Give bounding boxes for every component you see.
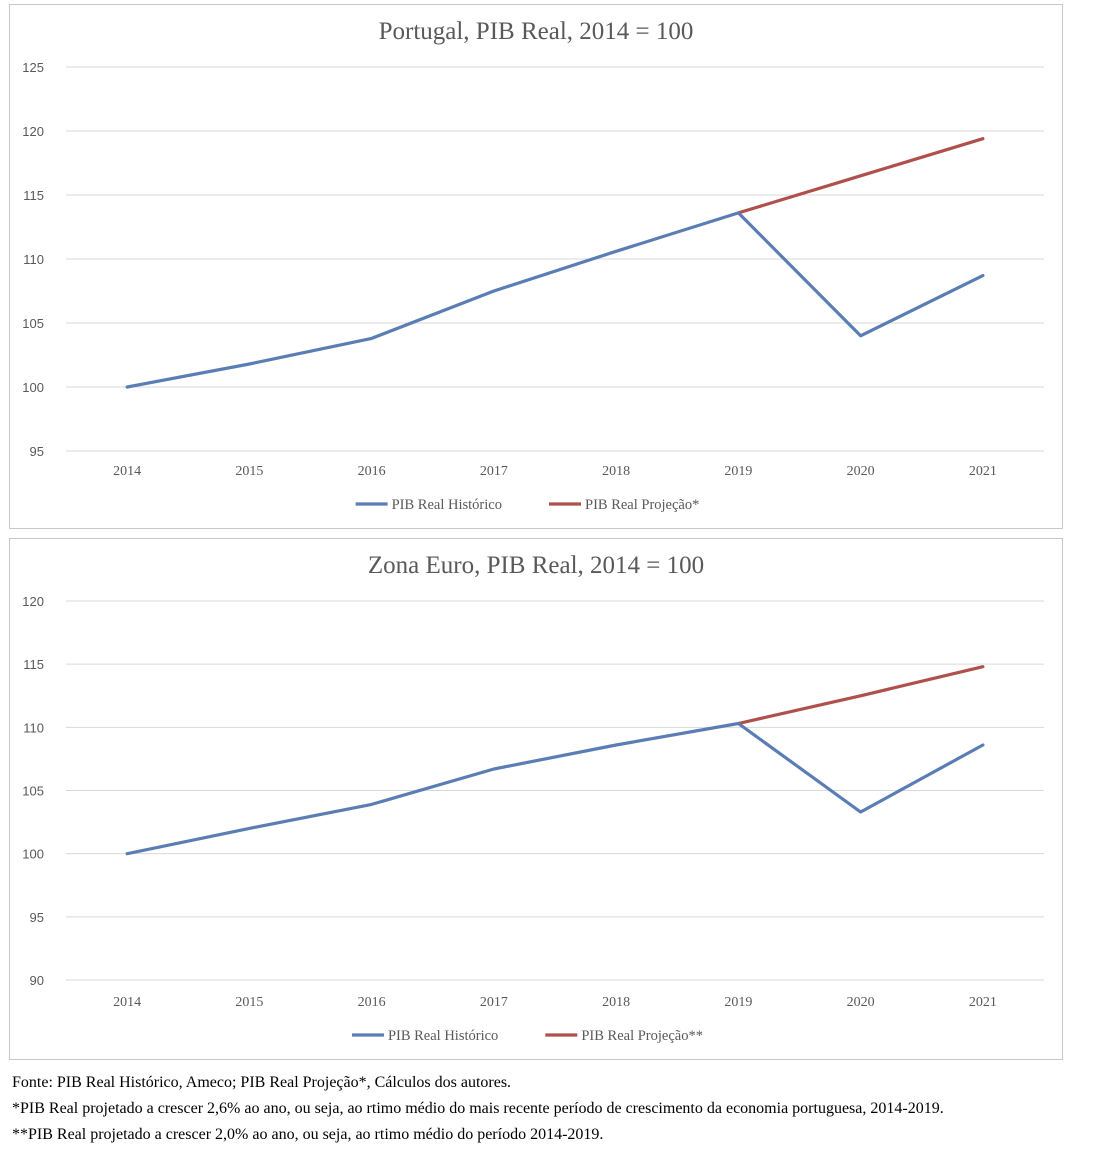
legend-label: PIB Real Histórico [388,1028,498,1044]
y-tick-label: 125 [22,60,44,75]
y-tick-label: 120 [22,124,44,139]
chart-title: Portugal, PIB Real, 2014 = 100 [379,18,694,45]
x-tick-label: 2016 [358,995,386,1010]
legend-label: PIB Real Projeção** [581,1028,703,1044]
y-tick-label: 110 [23,720,44,735]
y-tick-label: 120 [22,594,44,609]
footnotes: Fonte: PIB Real Histórico, Ameco; PIB Re… [12,1070,1112,1148]
y-tick-label: 95 [30,910,44,925]
y-tick-label: 115 [23,188,44,203]
series-line-historico [125,721,985,856]
x-tick-label: 2016 [358,464,386,479]
x-tick-label: 2015 [235,995,263,1010]
x-tick-label: 2014 [113,995,141,1010]
y-tick-label: 95 [30,444,44,459]
y-tick-label: 90 [30,973,44,988]
source-note: Fonte: PIB Real Histórico, Ameco; PIB Re… [12,1074,512,1091]
y-tick-label: 100 [22,847,44,862]
legend: PIB Real Histórico PIB Real Projeção** [351,1028,703,1044]
y-tick-label: 115 [23,657,44,672]
chart-portugal-svg: Portugal, PIB Real, 2014 = 100 95 100 105 11… [22,18,1044,513]
x-tick-label: 2018 [602,995,630,1010]
legend: PIB Real Histórico PIB Real Projeção* [355,497,699,513]
y-tick-label: 110 [23,252,44,267]
x-tick-label: 2019 [724,995,752,1010]
chart-zona-euro: Zona Euro, PIB Real, 2014 = 100 90 95 100 10… [9,538,1063,1060]
legend-label: PIB Real Projeção* [585,497,699,513]
series-line-historico [125,211,985,389]
x-tick-label: 2018 [602,464,630,479]
x-tick-label: 2014 [113,464,141,479]
y-tick-label: 105 [22,784,44,799]
x-tick-label: 2015 [235,464,263,479]
series-line-projecao [736,665,985,726]
chart-zona-euro-svg: Zona Euro, PIB Real, 2014 = 100 90 95 100 10… [22,552,1044,1044]
x-tick-label: 2017 [480,995,508,1010]
chart-title: Zona Euro, PIB Real, 2014 = 100 [368,552,704,579]
chart-portugal: Portugal, PIB Real, 2014 = 100 95 100 105 11… [9,4,1063,529]
x-tick-label: 2019 [724,464,752,479]
x-tick-label: 2020 [847,464,875,479]
y-tick-label: 100 [22,380,44,395]
footnote-portugal: *PIB Real projetado a crescer 2,6% ao an… [12,1100,944,1117]
x-tick-label: 2017 [480,464,508,479]
footnote-zona-euro: **PIB Real projetado a crescer 2,0% ao a… [12,1126,604,1143]
y-tick-label: 105 [22,316,44,331]
series-line-projecao [736,137,985,215]
x-tick-label: 2020 [847,995,875,1010]
legend-label: PIB Real Histórico [392,497,502,513]
x-tick-label: 2021 [969,995,997,1010]
x-tick-label: 2021 [969,464,997,479]
